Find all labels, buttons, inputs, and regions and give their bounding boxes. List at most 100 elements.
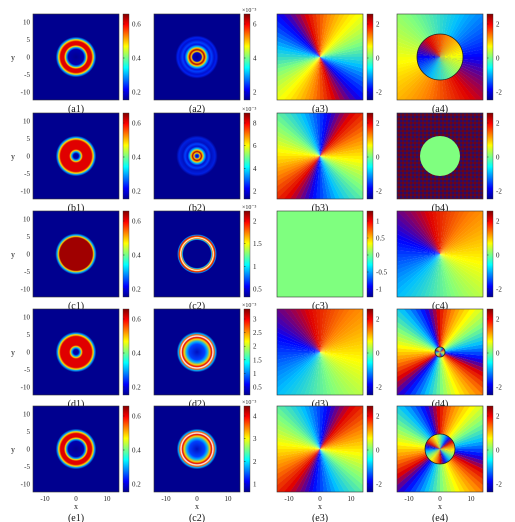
intensity-map bbox=[33, 406, 119, 492]
y-tick-label: 0 bbox=[27, 446, 31, 454]
intensity-map bbox=[154, 211, 240, 297]
colorbar bbox=[122, 308, 130, 396]
plot-frame bbox=[276, 112, 364, 200]
colorbar bbox=[486, 405, 494, 493]
y-axis-label: y bbox=[11, 53, 15, 62]
colorbar-tick-label: 2 bbox=[253, 89, 257, 97]
colorbar bbox=[366, 308, 374, 396]
plot-frame bbox=[396, 210, 484, 298]
colorbar-tick-label: 1 bbox=[253, 263, 257, 271]
colorbar-tick-label: 0.6 bbox=[132, 218, 141, 226]
colorbar-tick-label: 0.4 bbox=[132, 55, 141, 63]
x-axis-label: x bbox=[318, 502, 322, 511]
y-tick-label: -10 bbox=[21, 188, 31, 196]
colorbar-tick-label: 0 bbox=[496, 154, 500, 162]
colorbar bbox=[366, 112, 374, 200]
panel: 0.6 0.4 0.2 (b1) 10 5 0 -5 -10 y bbox=[11, 112, 141, 214]
panel: 2 0 -2 (d3) bbox=[276, 308, 382, 410]
colorbar-tick-label: 1.5 bbox=[253, 240, 262, 248]
x-tick-label: 0 bbox=[438, 495, 442, 503]
intensity-map bbox=[154, 14, 240, 100]
phase-map bbox=[277, 309, 363, 395]
colorbar-tick-label: 2.5 bbox=[253, 329, 262, 337]
colorbar-tick-label: 0.5 bbox=[253, 384, 262, 392]
panel-label: (e3) bbox=[312, 513, 328, 522]
colorbar-tick-label: 8 bbox=[253, 120, 257, 128]
panel: 4 3 2 1 ×10⁻³ (c2) -10 0 10 x bbox=[153, 400, 257, 522]
colorbar-tick-label: -2 bbox=[496, 286, 502, 294]
colorbar-tick-label: 2 bbox=[376, 120, 380, 128]
panel: 2 0 -2 (e3) -10 0 10 x bbox=[276, 405, 382, 522]
colorbar-tick-label: 1.5 bbox=[253, 356, 262, 364]
panel-label: (e1) bbox=[68, 513, 84, 522]
panel: 2 0 -2 (b3) bbox=[276, 112, 382, 214]
x-tick-label: 0 bbox=[74, 495, 78, 503]
colorbar-tick-label: 2 bbox=[253, 218, 257, 226]
x-tick-label: -10 bbox=[161, 495, 171, 503]
panel-label: (d2) bbox=[189, 399, 206, 410]
panel-label: (b1) bbox=[68, 203, 85, 214]
colorbar-tick-label: -1 bbox=[376, 286, 382, 294]
panel-label: (d3) bbox=[312, 399, 329, 410]
panel-label: (b2) bbox=[189, 203, 206, 214]
y-tick-label: -10 bbox=[21, 481, 31, 489]
colorbar-tick-label: -0.5 bbox=[376, 269, 388, 277]
plot-frame bbox=[396, 112, 484, 200]
colorbar-tick-label: 0.2 bbox=[132, 188, 141, 196]
y-tick-label: 5 bbox=[27, 233, 31, 241]
panel-label: (a4) bbox=[432, 104, 448, 115]
colorbar-tick-label: 0.6 bbox=[132, 21, 141, 29]
colorbar-tick-label: 0 bbox=[496, 350, 500, 358]
colorbar bbox=[122, 112, 130, 200]
intensity-map bbox=[154, 113, 240, 199]
colorbar-tick-label: 2 bbox=[253, 188, 257, 196]
panel-label: (e4) bbox=[432, 513, 448, 522]
colorbar bbox=[486, 13, 494, 101]
phase-map bbox=[277, 211, 363, 297]
x-tick-label: 0 bbox=[318, 495, 322, 503]
plot-frame bbox=[32, 13, 120, 101]
colorbar-tick-label: 0.4 bbox=[132, 350, 141, 358]
colorbar-tick-label: 0.6 bbox=[132, 316, 141, 324]
y-tick-label: 0 bbox=[27, 153, 31, 161]
panel-label: (c3) bbox=[312, 301, 328, 312]
panel-label: (c2) bbox=[189, 301, 205, 312]
panel-label: (a3) bbox=[312, 104, 328, 115]
colorbar-exponent: ×10⁻³ bbox=[242, 107, 257, 113]
colorbar bbox=[243, 308, 251, 396]
colorbar-tick-label: 0 bbox=[496, 55, 500, 63]
colorbar-tick-label: -2 bbox=[376, 384, 382, 392]
y-axis-label: y bbox=[11, 445, 15, 454]
y-axis-label: y bbox=[11, 152, 15, 161]
plot-frame bbox=[153, 308, 241, 396]
panel-grid: 0.60.40.2(a1)1050-5-10y642×10⁻³(a2)20-2(… bbox=[11, 8, 502, 522]
colorbar-tick-label: 1 bbox=[376, 218, 380, 226]
x-tick-label: 0 bbox=[195, 495, 199, 503]
plot-frame bbox=[276, 13, 364, 101]
colorbar-tick-label: 1 bbox=[253, 481, 257, 489]
colorbar bbox=[122, 405, 130, 493]
y-tick-label: -5 bbox=[24, 268, 30, 276]
colorbar-exponent: ×10⁻³ bbox=[242, 205, 257, 211]
colorbar-tick-label: 6 bbox=[253, 21, 257, 29]
plot-frame bbox=[276, 405, 364, 493]
x-axis-label: x bbox=[195, 502, 199, 511]
y-tick-label: -10 bbox=[21, 89, 31, 97]
colorbar-tick-label: 0.5 bbox=[376, 235, 385, 243]
x-tick-label: -10 bbox=[404, 495, 414, 503]
x-tick-label: 10 bbox=[225, 495, 233, 503]
panel-label: (d1) bbox=[68, 399, 85, 410]
y-axis-label: y bbox=[11, 250, 15, 259]
colorbar-tick-label: 2 bbox=[376, 21, 380, 29]
colorbar bbox=[243, 13, 251, 101]
panel: 0.6 0.4 0.2 (a1) 10 5 0 -5 -10 y bbox=[11, 13, 141, 115]
panel: 0.6 0.4 0.2 (d1) 10 5 0 -5 -10 y bbox=[11, 308, 141, 410]
colorbar-tick-label: -2 bbox=[496, 188, 502, 196]
panel: 2 0 -2 (c4) bbox=[396, 210, 502, 312]
plot-frame bbox=[32, 405, 120, 493]
x-tick-label: 10 bbox=[348, 495, 356, 503]
y-axis-label: y bbox=[11, 348, 15, 357]
plot-frame bbox=[396, 13, 484, 101]
y-tick-label: -5 bbox=[24, 366, 30, 374]
colorbar-tick-label: 0 bbox=[376, 154, 380, 162]
